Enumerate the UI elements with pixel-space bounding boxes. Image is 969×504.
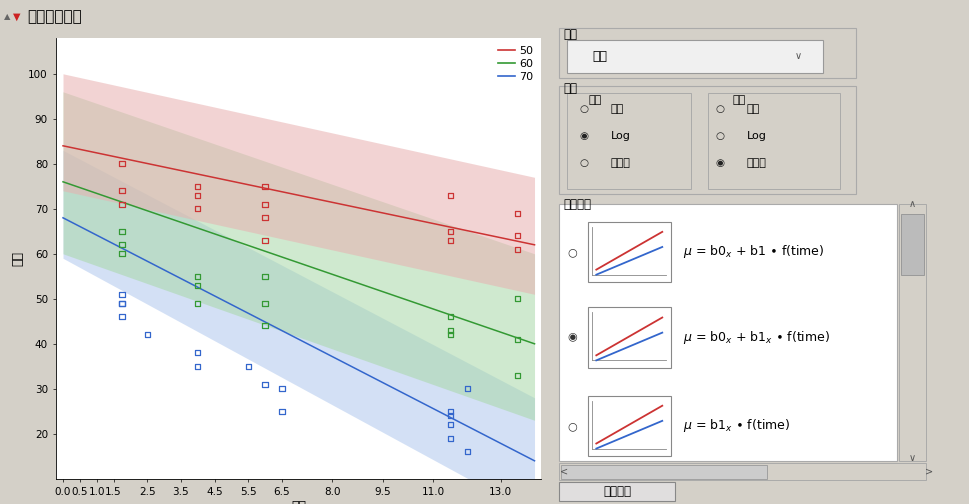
Point bbox=[257, 380, 272, 388]
Text: 强度: 强度 bbox=[587, 95, 601, 105]
Bar bbox=[706, 93, 838, 189]
Point bbox=[442, 192, 457, 200]
Text: Log: Log bbox=[746, 131, 766, 141]
Point bbox=[257, 200, 272, 208]
Bar bbox=[561, 465, 766, 479]
Text: 线性: 线性 bbox=[746, 104, 760, 114]
Bar bbox=[558, 204, 896, 461]
Bar bbox=[587, 222, 670, 282]
Point bbox=[114, 313, 130, 321]
Point bbox=[114, 290, 130, 298]
Bar bbox=[567, 40, 822, 73]
Text: ∧: ∧ bbox=[908, 199, 915, 209]
Text: ▼: ▼ bbox=[13, 12, 20, 21]
Point bbox=[190, 272, 205, 280]
Point bbox=[274, 407, 290, 415]
Point bbox=[114, 200, 130, 208]
Text: 周数: 周数 bbox=[732, 95, 745, 105]
Point bbox=[240, 362, 256, 370]
Point bbox=[510, 335, 525, 343]
Point bbox=[114, 227, 130, 235]
Point bbox=[442, 331, 457, 339]
Bar bbox=[587, 396, 670, 456]
Point bbox=[442, 434, 457, 443]
Point bbox=[442, 313, 457, 321]
Point bbox=[140, 331, 155, 339]
Text: ○: ○ bbox=[579, 104, 588, 114]
Point bbox=[114, 241, 130, 249]
Point bbox=[442, 227, 457, 235]
Text: ∨: ∨ bbox=[908, 453, 915, 463]
Bar bbox=[558, 86, 855, 194]
Point bbox=[442, 421, 457, 429]
Text: $\mu$ = b1$_x$ $\bullet$ f(time): $\mu$ = b1$_x$ $\bullet$ f(time) bbox=[682, 417, 790, 434]
Text: ◉: ◉ bbox=[567, 333, 577, 343]
Point bbox=[114, 187, 130, 195]
Bar bbox=[558, 482, 673, 501]
Point bbox=[257, 214, 272, 222]
Point bbox=[510, 371, 525, 380]
Text: ○: ○ bbox=[715, 104, 724, 114]
Text: 路径定义: 路径定义 bbox=[563, 198, 591, 211]
Y-axis label: 强度: 强度 bbox=[11, 251, 24, 266]
Point bbox=[114, 250, 130, 258]
Point bbox=[190, 299, 205, 307]
Point bbox=[114, 299, 130, 307]
Text: 正态: 正态 bbox=[591, 50, 607, 63]
Point bbox=[190, 192, 205, 200]
Point bbox=[190, 349, 205, 357]
Text: 变换: 变换 bbox=[563, 82, 577, 95]
Point bbox=[257, 182, 272, 191]
Point bbox=[442, 236, 457, 244]
Point bbox=[510, 245, 525, 254]
Text: $\mu$ = b0$_x$ + b1$_x$ $\bullet$ f(time): $\mu$ = b0$_x$ + b1$_x$ $\bullet$ f(time… bbox=[682, 329, 829, 346]
Point bbox=[274, 385, 290, 393]
Point bbox=[459, 385, 475, 393]
Text: 平方根: 平方根 bbox=[746, 158, 766, 168]
Point bbox=[442, 407, 457, 415]
Text: ○: ○ bbox=[567, 247, 577, 257]
Bar bbox=[898, 204, 925, 461]
Text: ○: ○ bbox=[567, 421, 577, 431]
Point bbox=[257, 236, 272, 244]
Text: ◉: ◉ bbox=[579, 131, 588, 141]
Text: ○: ○ bbox=[579, 158, 588, 168]
Bar bbox=[587, 307, 670, 368]
Point bbox=[114, 299, 130, 307]
Text: $\mu$ = b0$_x$ + b1 $\bullet$ f(time): $\mu$ = b0$_x$ + b1 $\bullet$ f(time) bbox=[682, 243, 824, 261]
Point bbox=[442, 412, 457, 420]
Point bbox=[510, 232, 525, 240]
Point bbox=[257, 299, 272, 307]
Point bbox=[510, 209, 525, 217]
Point bbox=[442, 326, 457, 334]
Point bbox=[190, 362, 205, 370]
Text: 平方根: 平方根 bbox=[610, 158, 630, 168]
Bar bbox=[899, 214, 923, 275]
Point bbox=[510, 295, 525, 303]
Point bbox=[190, 281, 205, 289]
Point bbox=[257, 322, 272, 330]
Bar bbox=[558, 463, 925, 480]
Text: ▲: ▲ bbox=[4, 12, 11, 21]
Text: 生成报表: 生成报表 bbox=[603, 485, 630, 498]
Text: 线性: 线性 bbox=[610, 104, 623, 114]
Point bbox=[114, 160, 130, 168]
Text: ◉: ◉ bbox=[715, 158, 724, 168]
Text: <: < bbox=[559, 467, 568, 477]
X-axis label: 周数: 周数 bbox=[291, 500, 306, 504]
Text: ∨: ∨ bbox=[794, 51, 801, 61]
Text: Log: Log bbox=[610, 131, 630, 141]
Bar bbox=[567, 93, 690, 189]
Bar bbox=[558, 28, 855, 78]
Text: 分布: 分布 bbox=[563, 28, 577, 41]
Point bbox=[190, 205, 205, 213]
Text: 退化数据分析: 退化数据分析 bbox=[27, 9, 81, 24]
Point bbox=[190, 182, 205, 191]
Legend: 50, 60, 70: 50, 60, 70 bbox=[493, 41, 538, 87]
Text: >: > bbox=[924, 467, 932, 477]
Point bbox=[257, 272, 272, 280]
Point bbox=[459, 448, 475, 456]
Text: ○: ○ bbox=[715, 131, 724, 141]
